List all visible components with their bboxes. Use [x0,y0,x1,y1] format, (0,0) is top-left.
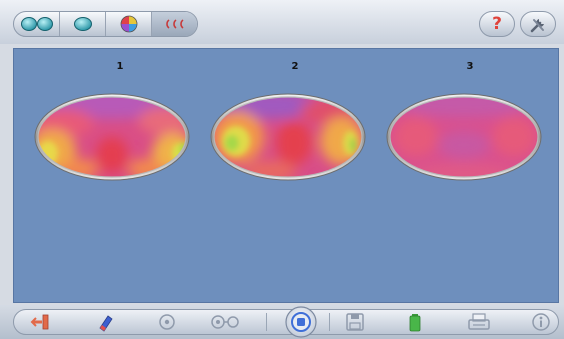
help-label: ? [492,14,502,34]
both-eyes-view-button[interactable] [14,12,60,36]
top-toolbar: ? [0,0,564,44]
floppy-icon[interactable] [344,311,366,333]
capture-icon[interactable] [284,305,318,339]
info-icon[interactable] [530,311,552,333]
help-button[interactable]: ? [479,11,515,37]
target-icon[interactable] [156,311,178,333]
topography-map-1[interactable] [34,93,192,183]
map-label-2: 2 [291,61,299,72]
rings-view-button[interactable] [152,12,197,36]
map-label-1: 1 [116,61,124,72]
color-wheel-icon [120,15,137,33]
view-mode-segmented-control [13,11,198,37]
link-icon[interactable] [210,311,240,333]
toolbar-divider [266,313,267,331]
single-eye-view-button[interactable] [60,12,106,36]
topography-map-2[interactable] [210,93,368,183]
topography-panel: 1 2 [13,48,559,303]
eraser-icon[interactable] [94,311,116,333]
single-eye-icon [73,17,92,31]
tools-button[interactable] [520,11,556,37]
exit-icon[interactable] [30,311,52,333]
map-label-3: 3 [466,61,474,72]
double-eye-icon [20,17,53,31]
topography-map-3[interactable] [386,93,544,183]
toolbar-divider [329,313,330,331]
bottom-toolbar [0,305,564,339]
printer-icon[interactable] [466,311,492,333]
tools-icon [530,19,544,33]
color-map-view-button[interactable] [106,12,152,36]
battery-icon[interactable] [404,311,426,333]
rings-icon [165,19,184,29]
